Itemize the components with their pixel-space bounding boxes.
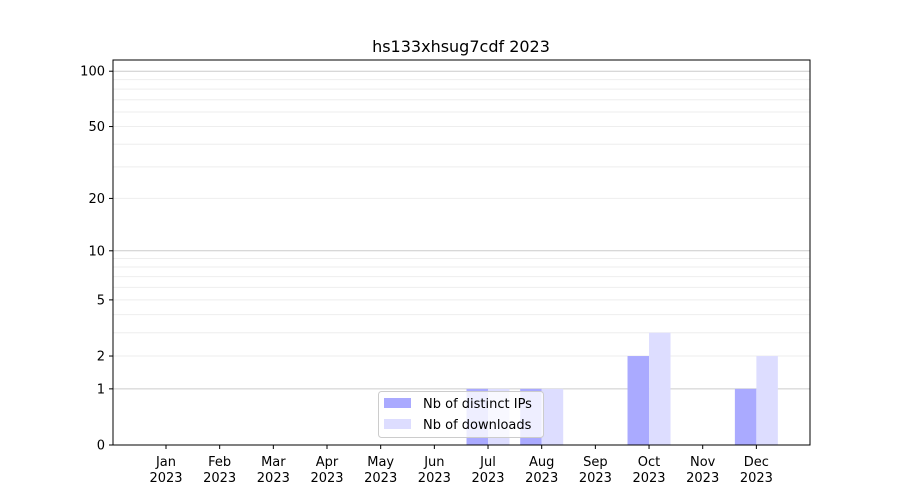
y-tick-label: 2 (97, 350, 105, 365)
bar-downloads (541, 388, 564, 445)
legend-label: Nb of downloads (423, 418, 532, 433)
x-tick-label: Aug 2023 (525, 455, 558, 486)
x-tick-label: Sep 2023 (579, 455, 612, 486)
axes-frame (112, 59, 811, 446)
x-tick-label: Oct 2023 (632, 455, 665, 486)
bar-distinct-ips (627, 356, 650, 445)
bar-distinct-ips (734, 388, 757, 445)
y-tick-label: 10 (88, 244, 105, 259)
legend-label: Nb of distinct IPs (423, 397, 532, 412)
x-tick-label: Feb 2023 (203, 455, 236, 486)
x-tick-label: Dec 2023 (740, 455, 773, 486)
x-tick-label: May 2023 (364, 455, 397, 486)
y-tick-label: 5 (97, 293, 105, 308)
legend-swatch (384, 398, 411, 408)
chart-title: hs133xhsug7cdf 2023 (372, 37, 550, 56)
legend-box (378, 391, 544, 438)
y-tick-label: 0 (97, 439, 105, 454)
y-tick-label: 100 (80, 65, 105, 80)
x-tick-label: Apr 2023 (310, 455, 343, 486)
legend-swatch (384, 419, 411, 429)
legend: Nb of distinct IPs Nb of downloads (378, 391, 544, 438)
x-tick-label: Jan 2023 (149, 455, 182, 486)
bar-downloads (756, 356, 778, 445)
x-tick-label: Jun 2023 (418, 455, 451, 486)
bar-downloads (649, 332, 671, 445)
x-tick-label: Mar 2023 (257, 455, 290, 486)
x-tick-label: Nov 2023 (686, 455, 719, 486)
x-tick-label: Jul 2023 (471, 455, 504, 486)
y-tick-label: 50 (88, 120, 105, 135)
y-tick-label: 20 (88, 192, 105, 207)
y-tick-label: 1 (97, 382, 105, 397)
